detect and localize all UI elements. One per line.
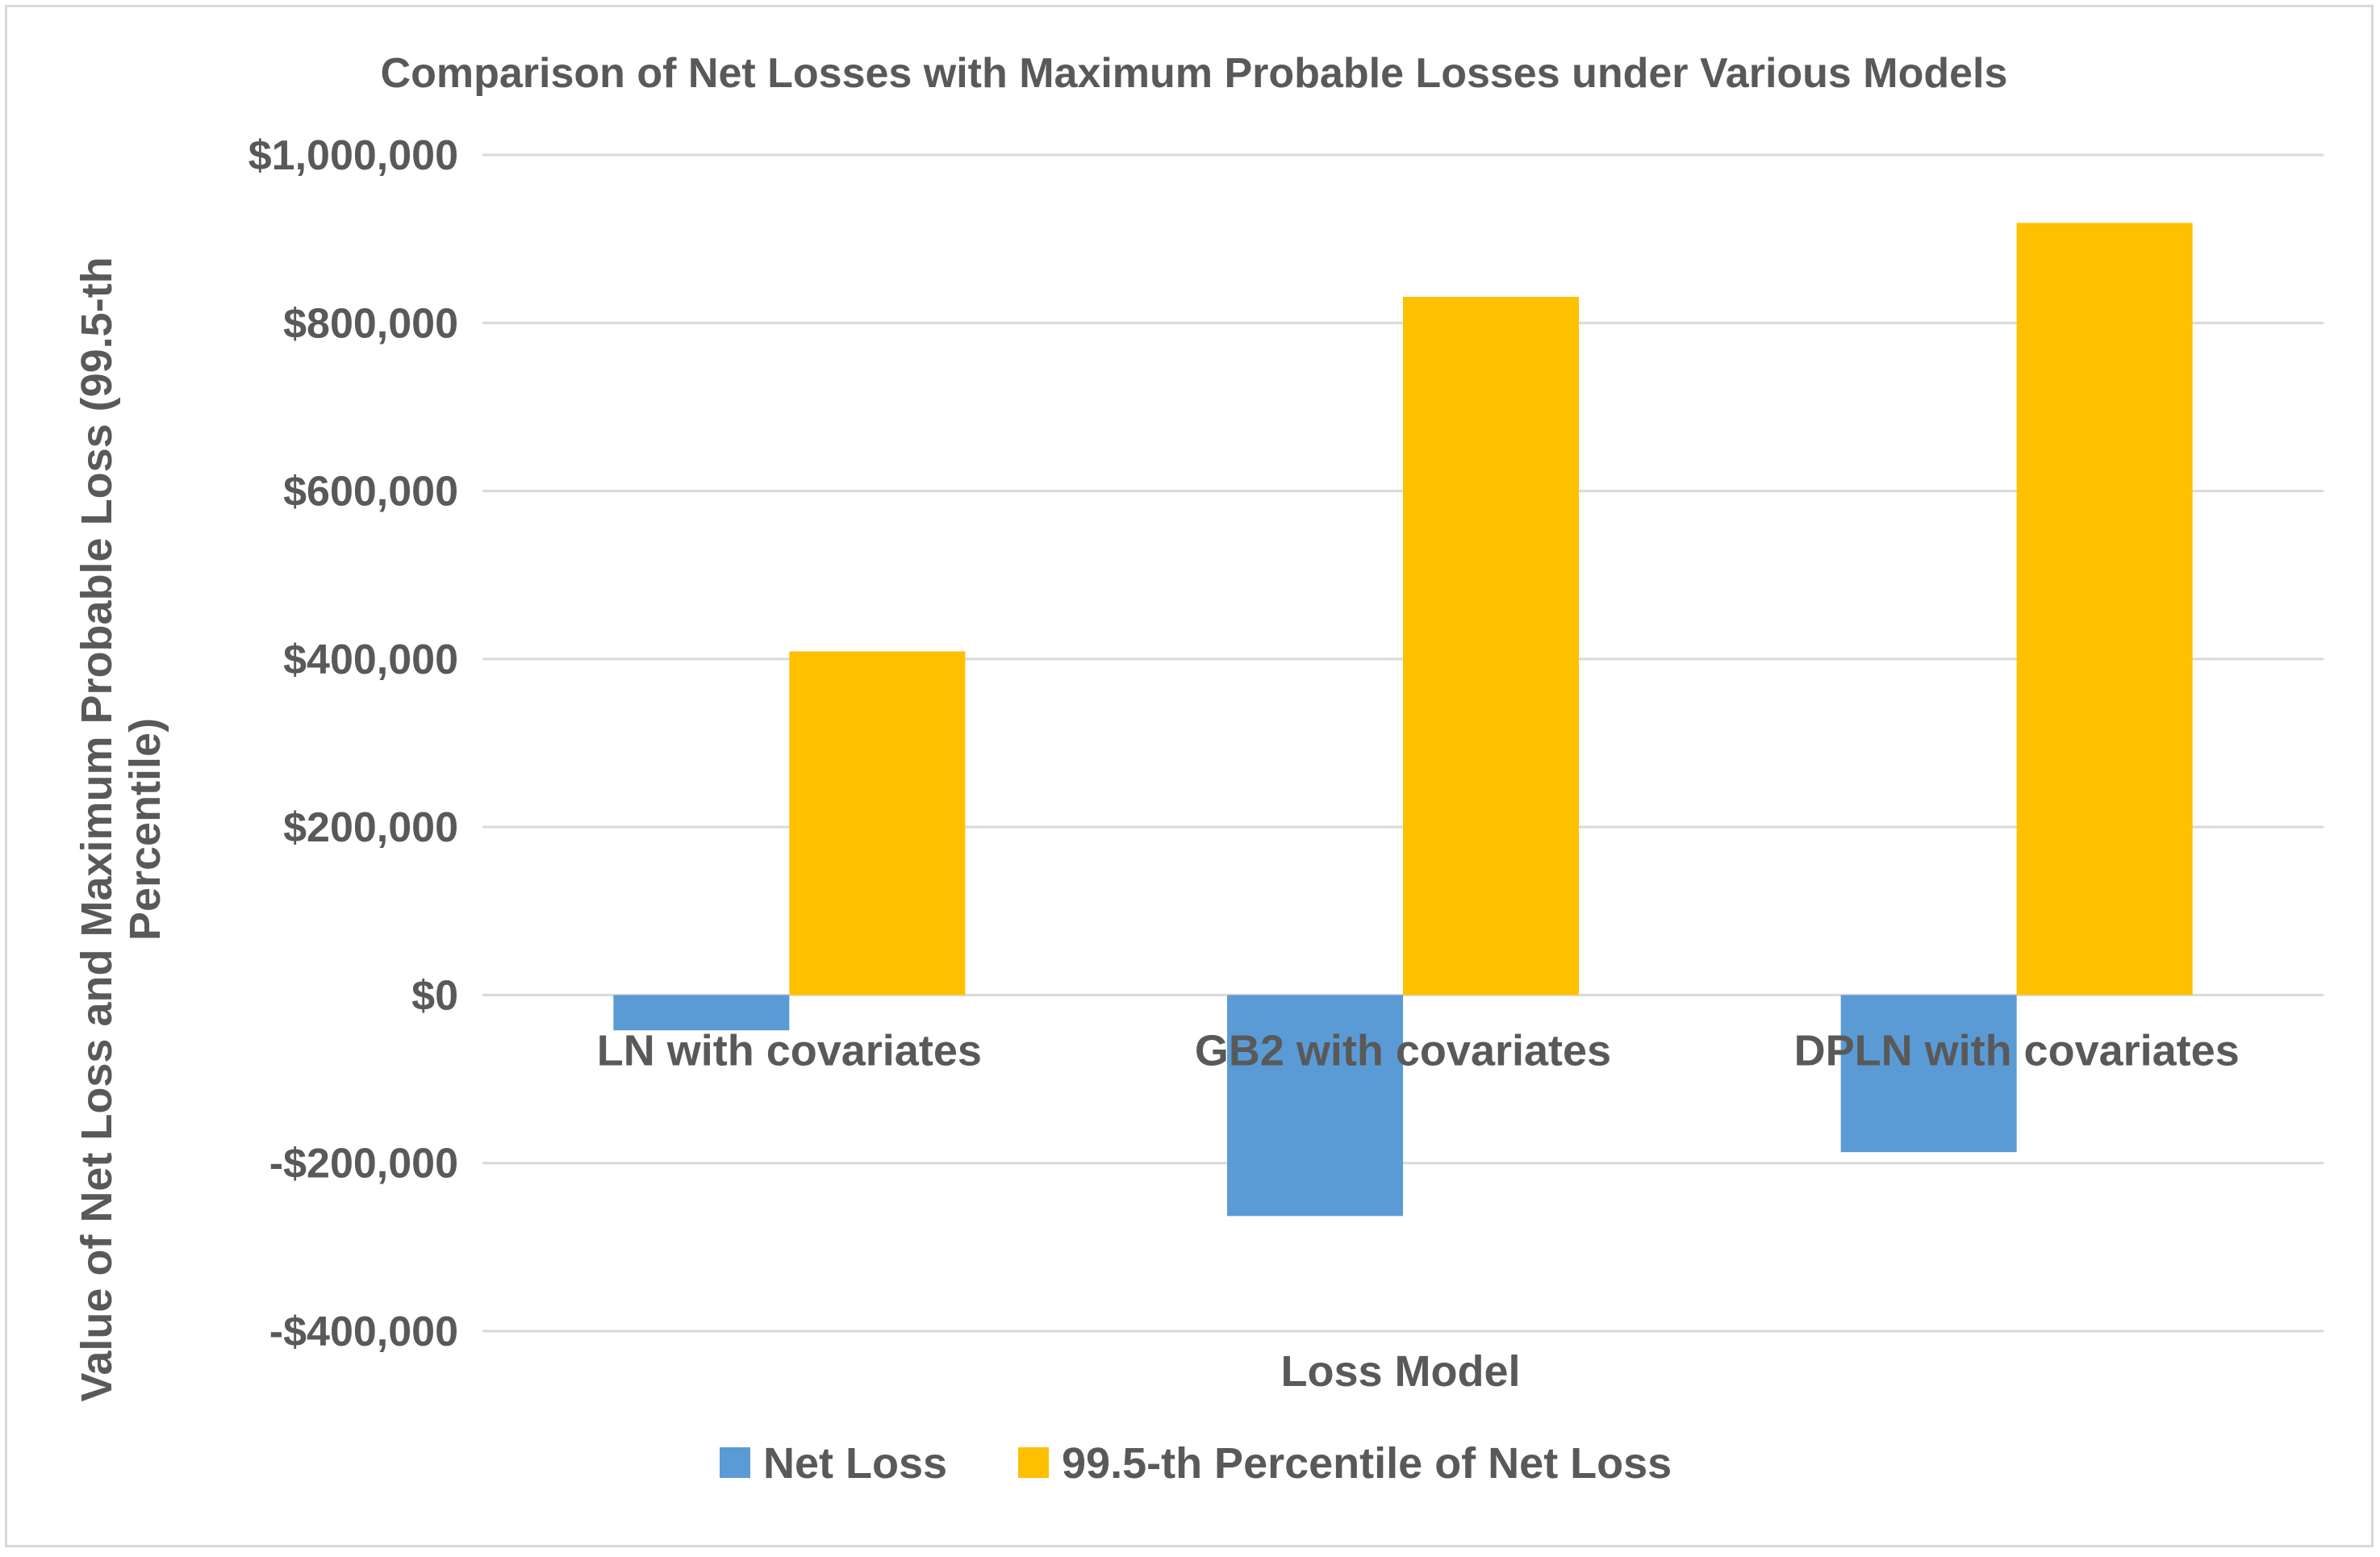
y-tick-label: $200,000 bbox=[283, 804, 458, 851]
y-axis-ticks: $1,000,000 $800,000 $600,000 $400,000 $200,0… bbox=[248, 132, 458, 1355]
y-tick-label: -$200,000 bbox=[269, 1141, 458, 1188]
y-axis-title-line-1: Value of Net Loss and Maximum Probable L… bbox=[73, 257, 121, 1401]
net-loss-bar-3 bbox=[1840, 995, 2017, 1153]
bars bbox=[613, 223, 2193, 1217]
legend-swatch-2 bbox=[1018, 1447, 1049, 1478]
percentile-bar-1 bbox=[789, 651, 966, 996]
net-loss-bar-2 bbox=[1227, 995, 1403, 1217]
legend-swatch-1 bbox=[720, 1447, 750, 1478]
category-labels: LN with covariates GB2 with covariates DPL… bbox=[597, 1026, 2240, 1075]
x-category-label: GB2 with covariates bbox=[1195, 1026, 1611, 1075]
chart-frame bbox=[5, 5, 2374, 1547]
y-tick-label: $1,000,000 bbox=[248, 132, 458, 179]
percentile-bar-2 bbox=[1403, 297, 1579, 996]
y-tick-label: $400,000 bbox=[283, 637, 458, 683]
x-category-label: LN with covariates bbox=[597, 1026, 982, 1075]
percentile-bar-3 bbox=[2016, 223, 2193, 996]
legend-label-2: 99.5-th Percentile of Net Loss bbox=[1062, 1439, 1672, 1488]
x-category-label: DPLN with covariates bbox=[1794, 1026, 2240, 1075]
y-tick-label: $0 bbox=[411, 972, 458, 1019]
net-loss-bar-1 bbox=[613, 995, 790, 1031]
legend: Net Loss 99.5-th Percentile of Net Loss bbox=[720, 1439, 1672, 1488]
y-tick-label: $600,000 bbox=[283, 469, 458, 516]
chart-title: Comparison of Net Losses with Maximum Pr… bbox=[381, 50, 2008, 97]
y-tick-label: -$400,000 bbox=[269, 1309, 458, 1355]
y-axis-title-line-2: Percentile) bbox=[121, 718, 169, 941]
y-tick-label: $800,000 bbox=[283, 300, 458, 347]
x-axis-title: Loss Model bbox=[1280, 1347, 1520, 1396]
legend-label-1: Net Loss bbox=[763, 1439, 947, 1488]
